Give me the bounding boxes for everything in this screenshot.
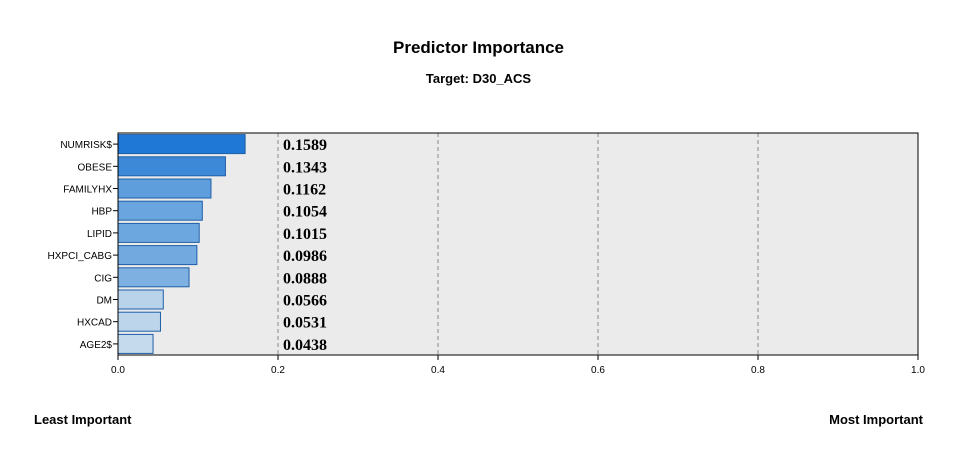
value-label: 0.0438 — [283, 337, 327, 354]
category-label: HXPCI_CABG — [48, 251, 113, 262]
plot-border — [117, 132, 919, 356]
value-label: 0.0888 — [283, 270, 327, 287]
bar-age2- — [117, 333, 154, 354]
bar-dm — [117, 289, 164, 310]
category-label: CIG — [94, 273, 112, 284]
least-important-label: Least Important — [34, 412, 132, 427]
x-tick-label: 0.0 — [111, 365, 125, 376]
chart-subtitle: Target: D30_ACS — [425, 71, 532, 86]
x-tick-label: 0.4 — [431, 365, 445, 376]
bar-hbp — [117, 200, 203, 221]
value-label: 0.0566 — [283, 293, 327, 310]
most-important-label: Most Important — [829, 412, 923, 427]
category-label: NUMRISK$ — [60, 140, 112, 151]
category-label: DM — [96, 296, 112, 307]
category-label: AGE2$ — [80, 340, 113, 351]
bar-hxpci-cabg — [117, 245, 198, 266]
x-tick-label: 0.8 — [751, 365, 765, 376]
bar-obese — [117, 156, 226, 177]
bar-lipid — [117, 222, 200, 243]
category-label: LIPID — [87, 229, 112, 240]
value-label: 0.1343 — [283, 159, 327, 176]
category-label: HXCAD — [77, 318, 112, 329]
value-label: 0.1589 — [283, 137, 327, 154]
x-tick-label: 0.2 — [271, 365, 285, 376]
bar-hxcad — [117, 311, 161, 332]
value-label: 0.1162 — [283, 182, 326, 199]
x-tick-label: 1.0 — [911, 365, 925, 376]
value-label: 0.0986 — [283, 248, 327, 265]
x-tick-label: 0.6 — [591, 365, 605, 376]
chart-title: Predictor Importance — [393, 38, 564, 57]
category-label: HBP — [91, 207, 112, 218]
bar-numrisk- — [117, 134, 246, 155]
value-label: 0.0531 — [283, 315, 327, 332]
bar-cig — [117, 267, 190, 288]
category-label: OBESE — [78, 162, 113, 173]
plot-area — [118, 133, 918, 355]
category-label: FAMILYHX — [63, 185, 112, 196]
bar-familyhx — [117, 178, 212, 199]
value-label: 0.1054 — [283, 204, 327, 221]
value-label: 0.1015 — [283, 226, 327, 243]
